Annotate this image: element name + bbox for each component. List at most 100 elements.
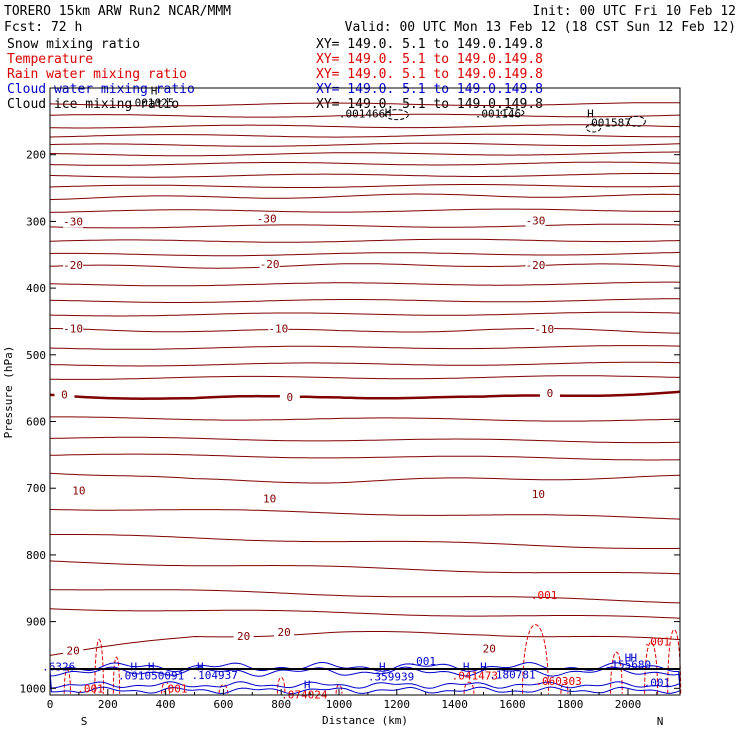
rain-water-contours [63, 624, 682, 694]
temperature-contour-label: -10 [268, 322, 288, 335]
field-xy-cloud-water: XY= 149.0. 5.1 to 149.0.149.8 [316, 82, 543, 97]
cloud-ice-contour [500, 108, 525, 118]
temperature-contour [49, 161, 681, 166]
mixing-ratio-label: .060303 [535, 675, 581, 688]
mixing-ratio-label: .001 [161, 682, 188, 695]
extremum-marker: H [587, 107, 594, 120]
x-tick-label: 1800 [557, 698, 584, 711]
temperature-contour [49, 472, 681, 484]
temperature-contour-label: 0 [61, 389, 68, 402]
header-init-time: Init: 00 UTC Fri 10 Feb 12 [533, 4, 737, 19]
temperature-contour-label: -30 [526, 214, 546, 227]
temperature-contour [49, 223, 681, 229]
field-name-rain: Rain water mixing ratio [7, 67, 187, 82]
header-model-title: TORERO 15km ARW Run2 NCAR/MMM [4, 4, 231, 19]
temperature-contour [49, 172, 680, 178]
temperature-contour [49, 631, 681, 656]
y-tick-label: 500 [26, 349, 46, 362]
temperature-contour-label: 0 [287, 391, 294, 404]
temperature-contour-label: 10 [72, 485, 85, 498]
temperature-contour [49, 193, 681, 201]
temperature-contour [49, 102, 680, 107]
axes: 0 200 400 600 800 1000 1200 1400 1600 1800 2000200… [20, 149, 680, 711]
temperature-contour [49, 251, 681, 257]
field-name-snow: Snow mixing ratio [7, 37, 140, 52]
extremum-marker: H [130, 660, 137, 673]
y-tick-label: 300 [26, 215, 46, 228]
rain-water-contour [522, 624, 549, 694]
x-tick-label: 800 [271, 698, 291, 711]
temperature-contour [49, 184, 681, 188]
contour-label-bg [54, 389, 75, 401]
x-tick-label: 200 [98, 698, 118, 711]
x-axis-left-end: S [81, 715, 88, 728]
contour-label-bg [274, 626, 295, 638]
y-tick-label: 1000 [20, 682, 47, 695]
mixing-ratio-label: .104937 [192, 669, 238, 682]
extremum-marker: H [151, 85, 158, 98]
contour-label-bg [539, 388, 560, 400]
temperature-contour-label: -20 [260, 258, 280, 271]
temperature-contour-label: -10 [63, 322, 83, 335]
temperature-contour [49, 151, 680, 157]
temperature-contour [49, 436, 681, 444]
mixing-ratio-label: .001 [531, 589, 558, 602]
temperature-contour [49, 390, 681, 400]
x-axis-label: Distance (km) [322, 714, 408, 727]
temperature-contour [49, 345, 681, 350]
contour-label-bg [68, 485, 89, 497]
extremum-marker: H [304, 678, 311, 691]
contour-label-bg [479, 643, 500, 655]
x-tick-label: 1600 [499, 698, 526, 711]
extremum-marker: H [379, 660, 386, 673]
temperature-contour-label: -30 [63, 216, 83, 229]
temperature-contour-label: -30 [257, 212, 277, 225]
contour-label-bg [525, 215, 546, 227]
extremum-marker: H [385, 107, 392, 120]
mixing-ratio-label: .001 [410, 655, 437, 668]
contour-labels: -30 -30 -30 -20 -20 -20 -10 -10 -10 0 0 0 10 10 10 20 20… [42, 85, 670, 702]
mixing-ratio-label: .041473 [452, 670, 498, 683]
temperature-contour [49, 311, 681, 317]
contour-label-bg [259, 493, 280, 505]
contour-label-bg [259, 258, 280, 270]
temperature-contour-label: 10 [263, 493, 276, 506]
temperature-contour-label: 20 [66, 645, 79, 658]
rain-water-contour [610, 651, 623, 694]
temperature-contour-label: -20 [63, 259, 83, 272]
contour-label-bg [63, 216, 84, 228]
extremum-marker: H [463, 660, 470, 673]
temperature-contour [49, 608, 681, 619]
y-tick-label: 900 [26, 616, 46, 629]
rain-water-contour [218, 684, 229, 694]
rain-water-contour [560, 681, 569, 694]
temperature-contour-label: -20 [526, 259, 546, 272]
extremum-marker: H [480, 660, 487, 673]
mixing-ratio-label: .180781 [489, 668, 535, 681]
contour-label-bg [63, 645, 84, 657]
temperature-contour [49, 124, 681, 129]
contour-label-bg [279, 392, 300, 404]
y-tick-label: 600 [26, 416, 46, 429]
temperature-contour [49, 589, 681, 604]
temperature-contour [49, 133, 681, 138]
mixing-ratio-label: .001587 [585, 117, 631, 130]
y-tick-label: 400 [26, 282, 46, 295]
mixing-ratio-label: .091050091 [118, 670, 184, 683]
mixing-ratio-label: .001 [644, 636, 671, 649]
temperature-contour [49, 208, 680, 213]
temperature-contour [49, 375, 681, 380]
temperature-contour [49, 113, 681, 118]
mixing-ratio-label: .001025 [128, 97, 174, 110]
cloud-ice-contour [627, 115, 646, 127]
contour-label-bg [268, 323, 289, 335]
contour-label-bg [525, 260, 546, 272]
temperature-contour [49, 361, 680, 367]
x-tick-label: 1000 [326, 698, 353, 711]
field-legend: Snow mixing ratio XY= 149.0. 5.1 to 149.… [7, 37, 543, 112]
extremum-marker: H [197, 660, 204, 673]
temperature-contours [49, 102, 681, 656]
field-xy-snow: XY= 149.0. 5.1 to 149.0.149.8 [316, 37, 543, 52]
y-tick-label: 700 [26, 482, 46, 495]
